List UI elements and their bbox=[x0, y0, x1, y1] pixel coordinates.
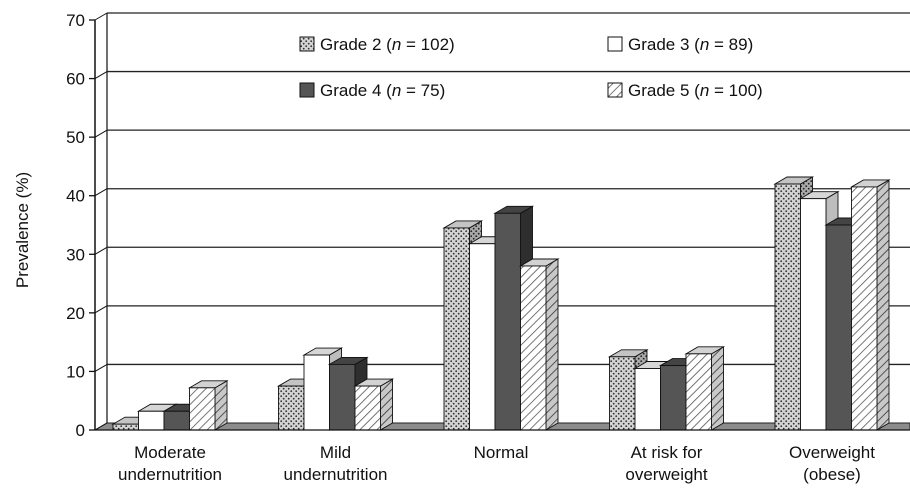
legend-item-grade-3: Grade 3 (n = 89) bbox=[607, 35, 753, 54]
y-tick-label: 40 bbox=[66, 187, 85, 206]
y-tick-label: 60 bbox=[66, 70, 85, 89]
legend-label: Grade 5 (n = 100) bbox=[628, 81, 763, 100]
y-tick-label: 10 bbox=[66, 362, 85, 381]
legend-label: Grade 2 (n = 102) bbox=[320, 35, 455, 54]
bar-grade-5-2 bbox=[518, 258, 560, 431]
legend-swatch bbox=[299, 36, 315, 52]
legend-item-grade-2: Grade 2 (n = 102) bbox=[299, 35, 455, 54]
x-tick-label: undernutrition bbox=[284, 465, 388, 484]
bar-grade-5-0 bbox=[187, 380, 229, 431]
bar-grade-5-1 bbox=[353, 378, 395, 431]
x-tick-label: Mild bbox=[320, 443, 351, 462]
legend-swatch bbox=[607, 36, 623, 52]
y-tick-connector bbox=[94, 305, 108, 314]
y-tick-label: 70 bbox=[66, 11, 85, 30]
y-tick-connector bbox=[94, 246, 108, 255]
bar-grade-5-3 bbox=[684, 346, 726, 431]
y-tick-connector bbox=[94, 12, 108, 21]
legend-item-grade-5: Grade 5 (n = 100) bbox=[607, 81, 763, 100]
y-tick-label: 20 bbox=[66, 304, 85, 323]
x-tick-label: undernutrition bbox=[118, 465, 222, 484]
y-tick-label: 30 bbox=[66, 245, 85, 264]
x-tick-label: Normal bbox=[474, 443, 529, 462]
x-tick-label: (obese) bbox=[803, 465, 861, 484]
bar-grade-5-4 bbox=[849, 179, 891, 431]
legend-swatch bbox=[607, 82, 623, 98]
legend-label: Grade 3 (n = 89) bbox=[628, 35, 753, 54]
y-tick-connector bbox=[94, 129, 108, 138]
legend-label: Grade 4 (n = 75) bbox=[320, 81, 445, 100]
y-axis-title: Prevalence (%) bbox=[13, 172, 32, 288]
legend-swatch bbox=[299, 82, 315, 98]
y-tick-connector bbox=[94, 188, 108, 197]
x-tick-label: At risk for bbox=[631, 443, 703, 462]
y-tick-label: 0 bbox=[76, 421, 85, 440]
y-tick-connector bbox=[94, 71, 108, 80]
x-tick-label: Overweight bbox=[789, 443, 875, 462]
y-tick-label: 50 bbox=[66, 128, 85, 147]
y-tick-connector bbox=[94, 363, 108, 372]
legend-item-grade-4: Grade 4 (n = 75) bbox=[299, 81, 445, 100]
x-tick-label: Moderate bbox=[134, 443, 206, 462]
y-tick-connector bbox=[94, 422, 108, 431]
x-tick-label: overweight bbox=[625, 465, 707, 484]
